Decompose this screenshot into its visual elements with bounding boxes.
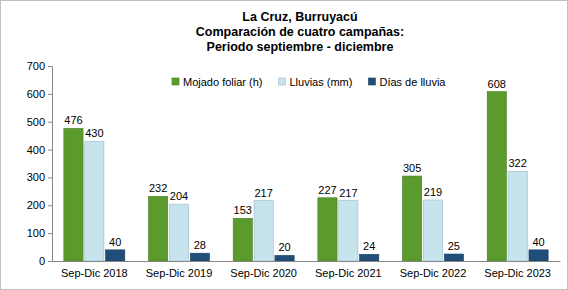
- data-label: 430: [85, 127, 103, 139]
- bar: [360, 254, 379, 261]
- bar: [190, 253, 209, 261]
- legend-label: Mojado foliar (h): [183, 76, 262, 88]
- x-tick-label: Sep-Dic 2019: [146, 267, 213, 279]
- title-line: La Cruz, Burruyacú: [242, 10, 357, 24]
- plot: 0100200300400500600700Sep-Dic 2018Sep-Di…: [27, 60, 561, 279]
- bar: [444, 254, 463, 261]
- bar: [64, 128, 83, 261]
- legend: Mojado foliar (h) Lluvias (mm) Días de llu…: [172, 76, 446, 88]
- y-tick-label: 500: [27, 116, 45, 128]
- bar: [487, 92, 506, 261]
- x-tick: Sep-Dic 2020: [230, 261, 297, 279]
- data-label: 232: [149, 182, 167, 194]
- data-label: 40: [532, 236, 544, 248]
- legend-label: Lluvias (mm): [289, 76, 352, 88]
- bar: [169, 204, 188, 261]
- legend-item: Lluvias (mm): [278, 76, 352, 88]
- bar: [149, 196, 168, 261]
- x-tick-label: Sep-Dic 2022: [400, 267, 467, 279]
- title-line: Comparación de cuatro campañas:: [196, 25, 404, 39]
- y-tick-label: 300: [27, 171, 45, 183]
- data-label: 217: [339, 187, 357, 199]
- data-label: 227: [318, 184, 336, 196]
- bar: [254, 201, 273, 261]
- bar: [423, 200, 442, 261]
- data-label: 25: [448, 240, 460, 252]
- y-tick: 700: [27, 60, 52, 72]
- bar: [318, 198, 337, 261]
- bars: [64, 92, 548, 261]
- y-tick: 0: [39, 255, 52, 267]
- data-label: 608: [488, 78, 506, 90]
- x-tick: Sep-Dic 2021: [315, 261, 382, 279]
- data-label: 153: [234, 204, 252, 216]
- legend-item: Mojado foliar (h): [172, 76, 262, 88]
- y-tick: 100: [27, 227, 52, 239]
- y-tick-mark: [48, 177, 52, 178]
- y-tick: 400: [27, 144, 52, 156]
- bar: [508, 171, 527, 261]
- bar: [339, 201, 358, 261]
- x-tick-label: Sep-Dic 2023: [484, 267, 551, 279]
- legend-label: Días de lluvia: [379, 76, 446, 88]
- y-tick: 500: [27, 116, 52, 128]
- y-tick: 200: [27, 199, 52, 211]
- y-axis: 0 100 200 300 400 500 600 700: [27, 60, 53, 267]
- data-label: 28: [194, 239, 206, 251]
- bar: [529, 250, 548, 261]
- x-tick: Sep-Dic 2019: [146, 261, 213, 279]
- y-tick-label: 700: [27, 60, 45, 72]
- y-tick-mark: [48, 122, 52, 123]
- data-label: 219: [424, 186, 442, 198]
- y-tick-label: 100: [27, 227, 45, 239]
- y-axis-line: [48, 67, 53, 262]
- data-label: 40: [109, 236, 121, 248]
- bar: [403, 176, 422, 261]
- data-label: 305: [403, 162, 421, 174]
- data-label: 20: [278, 241, 290, 253]
- legend-swatch: [172, 78, 179, 85]
- data-label: 217: [254, 187, 272, 199]
- x-tick-label: Sep-Dic 2018: [61, 267, 128, 279]
- x-tick-label: Sep-Dic 2020: [230, 267, 297, 279]
- title-line: Periodo septiembre - diciembre: [207, 40, 394, 54]
- data-label: 322: [508, 157, 526, 169]
- title: La Cruz, BurruyacúComparación de cuatro …: [196, 10, 404, 54]
- y-tick-label: 600: [27, 88, 45, 100]
- y-tick-mark: [48, 94, 52, 95]
- x-axis-line: [53, 261, 561, 262]
- data-label: 24: [363, 240, 375, 252]
- legend-item: Días de lluvia: [368, 76, 446, 88]
- y-tick-mark: [48, 205, 52, 206]
- bar: [275, 255, 294, 261]
- x-axis: Sep-Dic 2018 Sep-Dic 2019 Sep-Dic 2020 Sep-…: [53, 261, 561, 279]
- x-tick: Sep-Dic 2023: [484, 261, 551, 279]
- bar: [106, 250, 125, 261]
- x-tick: Sep-Dic 2018: [61, 261, 128, 279]
- y-tick-mark: [48, 261, 52, 262]
- chart: La Cruz, BurruyacúComparación de cuatro …: [0, 0, 568, 290]
- data-labels: 476 232 153 227 305 608 430 204 217 217 219 322 40 28…: [64, 78, 544, 254]
- y-tick-mark: [48, 233, 52, 234]
- y-tick-label: 400: [27, 144, 45, 156]
- y-tick-label: 200: [27, 199, 45, 211]
- bar: [233, 218, 252, 261]
- x-tick: Sep-Dic 2022: [400, 261, 467, 279]
- y-tick-label: 0: [39, 255, 45, 267]
- legend-swatch: [278, 78, 285, 85]
- y-tick: 600: [27, 88, 52, 100]
- bar: [85, 141, 104, 261]
- y-tick-mark: [48, 66, 52, 67]
- y-tick: 300: [27, 171, 52, 183]
- chart-border: [1, 1, 568, 290]
- legend-swatch: [368, 78, 375, 85]
- y-tick-mark: [48, 150, 52, 151]
- x-tick-label: Sep-Dic 2021: [315, 267, 382, 279]
- data-label: 476: [64, 114, 82, 126]
- data-label: 204: [170, 190, 188, 202]
